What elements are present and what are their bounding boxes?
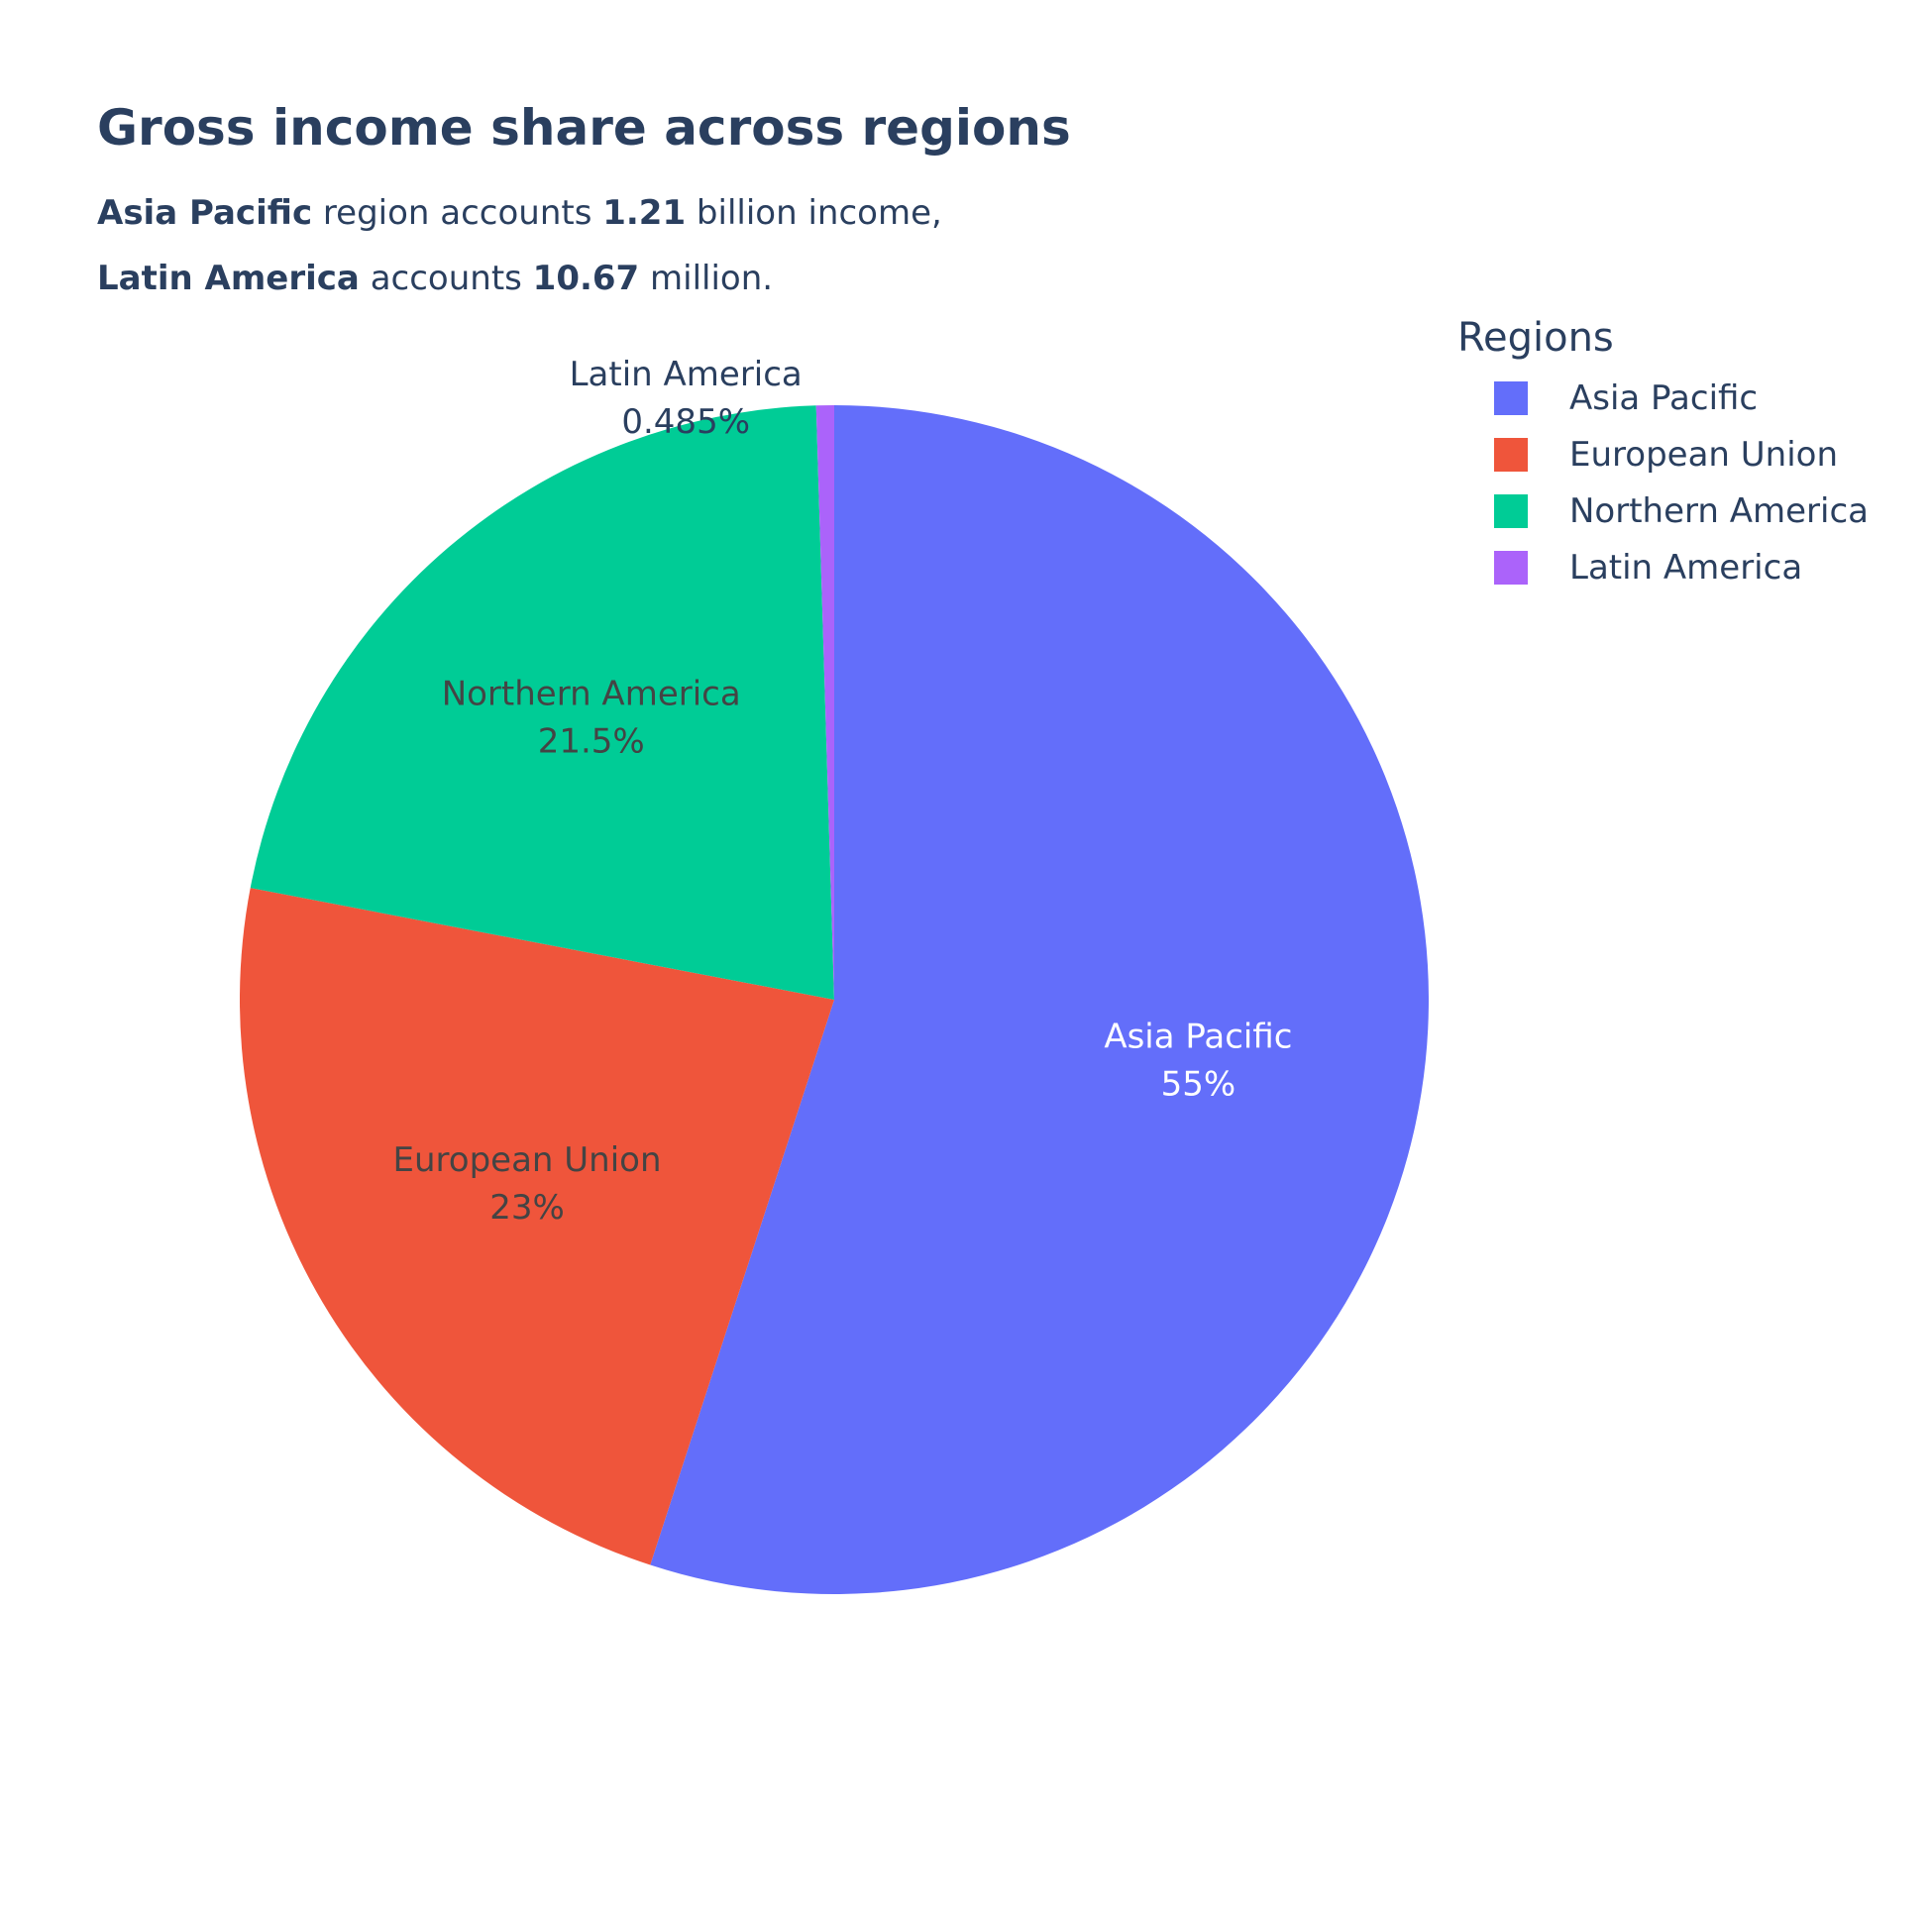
slice-label-latin-america: Latin America 0.485% [570, 355, 803, 442]
pie-slice-northern-america[interactable] [250, 405, 834, 1000]
subtitle-value-bottom: 10.67 [532, 259, 640, 298]
legend-item-northern-america[interactable]: Northern America [1494, 491, 1869, 531]
subtitle-line-2: Latin America accounts 10.67 million. [97, 259, 773, 298]
slice-label-asia-pacific: Asia Pacific 55% [1104, 1017, 1292, 1104]
legend-item-latin-america[interactable]: Latin America [1494, 548, 1802, 588]
subtitle-text: accounts [359, 259, 533, 298]
legend-item-european-union[interactable]: European Union [1494, 435, 1838, 475]
slice-label-percent: 55% [1161, 1064, 1236, 1104]
legend-item-asia-pacific[interactable]: Asia Pacific [1494, 378, 1758, 418]
slice-label-european-union: European Union 23% [393, 1140, 662, 1228]
pie-slice-latin-america[interactable] [815, 405, 834, 1000]
subtitle-value-top: 1.21 [602, 193, 687, 233]
slice-label-name: Northern America [442, 674, 741, 713]
subtitle-region-top: Asia Pacific [97, 193, 313, 233]
slice-label-northern-america: Northern America 21.5% [442, 674, 741, 761]
chart-title: Gross income share across regions [97, 99, 1071, 157]
legend-label: European Union [1569, 435, 1838, 475]
slice-label-percent: 21.5% [538, 721, 645, 761]
legend-swatch-latin-america [1494, 551, 1528, 585]
legend-label: Asia Pacific [1569, 378, 1759, 418]
pie-slice-european-union[interactable] [239, 888, 834, 1565]
slice-label-percent: 23% [489, 1188, 565, 1228]
slice-label-percent: 0.485% [621, 402, 750, 442]
legend-swatch-asia-pacific [1494, 381, 1528, 415]
legend-title: Regions [1457, 315, 1614, 361]
slice-label-name: Latin America [570, 355, 803, 394]
subtitle-line-1: Asia Pacific region accounts 1.21 billio… [97, 193, 942, 233]
subtitle-text: million. [639, 259, 774, 298]
subtitle-region-bottom: Latin America [97, 259, 360, 298]
subtitle-text: region accounts [312, 193, 603, 233]
subtitle-text: billion income, [686, 193, 942, 233]
legend-swatch-european-union [1494, 438, 1528, 472]
slice-label-name: Asia Pacific [1104, 1017, 1292, 1056]
slice-label-name: European Union [393, 1140, 662, 1180]
legend-label: Latin America [1569, 548, 1803, 588]
legend-label: Northern America [1569, 491, 1869, 531]
legend-swatch-northern-america [1494, 494, 1528, 528]
pie-slice-asia-pacific[interactable] [650, 405, 1429, 1594]
